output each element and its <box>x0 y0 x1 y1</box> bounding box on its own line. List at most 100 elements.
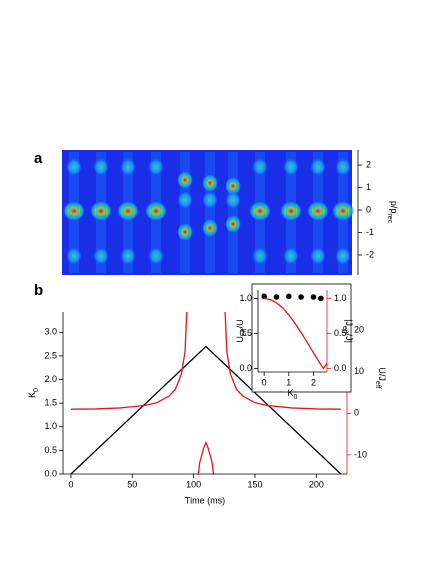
x-tick-label: 100 <box>186 479 201 489</box>
label-part: 0 <box>294 394 298 401</box>
axis-title: Time (ms) <box>185 495 225 505</box>
data-point <box>273 294 280 300</box>
atom-cloud <box>283 247 299 265</box>
streak <box>338 152 348 273</box>
atom-cloud <box>335 247 351 265</box>
data-line <box>264 297 327 370</box>
atom-cloud <box>252 247 268 265</box>
streak <box>96 152 106 273</box>
atom-cloud <box>335 158 351 176</box>
x-tick-label: 150 <box>247 479 262 489</box>
atom-cloud <box>225 177 241 195</box>
atom-cloud <box>148 247 164 265</box>
y-tick-label: -1 <box>366 227 374 237</box>
atom-cloud <box>177 223 193 241</box>
label-part: eff <box>374 381 381 389</box>
streak <box>313 152 323 273</box>
axis-title: p/prec <box>386 201 399 224</box>
x-tick-label: 2 <box>311 377 316 387</box>
atom-cloud <box>252 158 268 176</box>
streak <box>151 152 161 273</box>
atom-cloud <box>117 201 139 221</box>
data-point <box>310 294 317 300</box>
atom-cloud <box>310 158 326 176</box>
data-line <box>70 345 342 475</box>
atom-cloud <box>249 201 271 221</box>
label-part: /U <box>235 319 245 328</box>
plot-area <box>70 312 342 475</box>
atom-cloud <box>120 158 136 176</box>
y-tick-label: 0.0 <box>239 363 252 373</box>
label-part: |J <box>344 319 354 326</box>
label-part: K <box>27 392 37 398</box>
x-tick-label: 50 <box>127 479 137 489</box>
label-part: U <box>235 336 245 343</box>
atom-cloud <box>93 247 109 265</box>
streak <box>123 152 133 273</box>
label-part: K <box>288 388 294 398</box>
streak <box>228 152 238 273</box>
streak <box>286 152 296 273</box>
y-tick-label: 0 <box>366 204 371 214</box>
y-tick-label: 0.0 <box>44 468 57 478</box>
y2-tick-label: 0.0 <box>334 363 347 373</box>
y-tick-label: 0.5 <box>44 445 57 455</box>
streak <box>255 152 265 273</box>
atom-cloud <box>66 247 82 265</box>
y-tick-label: 2.5 <box>44 350 57 360</box>
atom-cloud <box>148 158 164 176</box>
y2-tick-label: 10 <box>354 366 364 376</box>
label-part: eff <box>341 326 348 334</box>
y-tick-label: 0.5 <box>239 328 252 338</box>
inset-frame <box>251 283 352 393</box>
data-line <box>70 312 188 410</box>
atom-cloud <box>145 201 167 221</box>
absorption-image <box>62 150 354 275</box>
y-tick-label: 1 <box>366 182 371 192</box>
atom-cloud <box>202 219 218 237</box>
axis-title: Ueff/U <box>235 319 248 342</box>
y-tick-label: 2.0 <box>44 374 57 384</box>
data-line <box>224 312 341 410</box>
atom-cloud <box>202 174 218 192</box>
data-point <box>286 293 292 300</box>
y2-tick-label: 20 <box>354 325 364 335</box>
data-point <box>318 295 324 302</box>
y2-tick-label: 0 <box>354 408 359 418</box>
y-tick-label: 1.5 <box>44 398 57 408</box>
atom-cloud <box>177 171 193 189</box>
atom-cloud <box>120 247 136 265</box>
axis-title: K0 <box>27 388 40 398</box>
plot-area <box>261 293 327 370</box>
atom-cloud <box>225 215 241 233</box>
y2-tick-label: 1.0 <box>334 293 347 303</box>
atom-cloud <box>332 201 354 221</box>
data-line <box>197 440 215 475</box>
atom-cloud <box>307 201 329 221</box>
atom-cloud <box>310 247 326 265</box>
x-tick-label: 200 <box>309 479 324 489</box>
atom-cloud <box>280 201 302 221</box>
x-tick-label: 0 <box>262 377 267 387</box>
atom-cloud <box>225 191 241 209</box>
y2-tick-label: -10 <box>354 449 367 459</box>
label-part: /J| <box>344 334 354 343</box>
y-tick-label: 3.0 <box>44 327 57 337</box>
label-part: U/J <box>377 367 387 381</box>
x-tick-label: 1 <box>286 377 291 387</box>
panel-label: b <box>34 282 43 299</box>
atom-cloud <box>202 191 218 209</box>
y-tick-label: 2 <box>366 159 371 169</box>
streak <box>180 152 190 273</box>
streak <box>69 152 79 273</box>
label-part: eff <box>241 328 248 336</box>
atom-cloud <box>177 191 193 209</box>
axis-title: U/Jeff <box>374 367 387 388</box>
panel-label: a <box>34 150 43 167</box>
data-point <box>261 293 267 300</box>
atom-cloud <box>63 201 85 221</box>
axis-title: K0 <box>288 388 298 401</box>
y-tick-label: -2 <box>366 249 374 259</box>
x-tick-label: 0 <box>68 479 73 489</box>
